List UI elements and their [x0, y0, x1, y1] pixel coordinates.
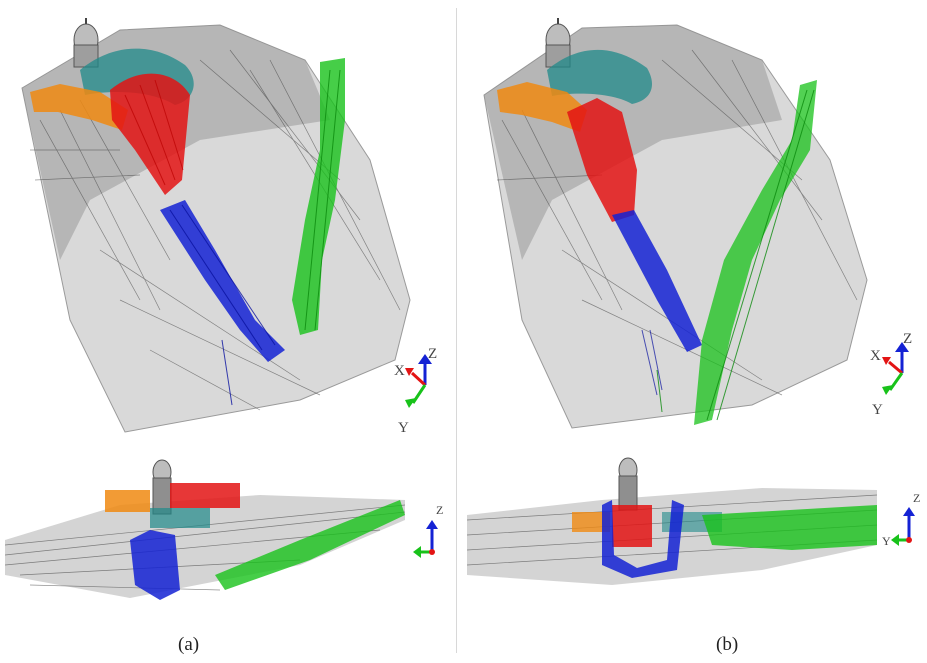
- axis-z-label: Z: [428, 346, 437, 362]
- green-trajectory: [292, 58, 345, 335]
- orange-trajectory: [30, 84, 128, 130]
- axis-z-label: Z: [903, 331, 912, 347]
- panel-b-side-view: [466, 457, 878, 585]
- dome: [73, 18, 99, 68]
- axis-y-label: Y: [882, 534, 891, 548]
- side-blue: [130, 530, 180, 600]
- mesh-hatching: [496, 49, 858, 396]
- side-blue: [602, 500, 684, 578]
- red-trajectory-lines: [124, 79, 184, 186]
- red-trajectory: [110, 73, 190, 195]
- axis-z-label: Z: [436, 503, 443, 517]
- side-dome: [618, 457, 638, 511]
- blue-trajectory-lines: [169, 204, 276, 406]
- axis-y-label: Y: [872, 402, 883, 418]
- side-teal: [150, 508, 210, 528]
- axis-x-label: X: [870, 348, 881, 364]
- blue-trajectory-lines: [641, 329, 663, 396]
- side-green: [215, 500, 405, 590]
- green-trajectory: [694, 80, 817, 425]
- axis-y-label: Y: [398, 420, 409, 436]
- panel-divider: [456, 8, 457, 653]
- side-orange: [572, 512, 610, 532]
- caption-a: (a): [178, 634, 200, 655]
- axis-triad-bottom: Z: [413, 503, 443, 558]
- axis-x-label: X: [394, 363, 405, 379]
- mesh-hatching: [30, 49, 401, 411]
- axis-triad-top: X Y Z: [870, 331, 912, 418]
- axis-z-label: Z: [913, 491, 920, 505]
- blue-trajectory: [160, 200, 285, 362]
- side-dome: [152, 459, 172, 515]
- panel-a: X Y Z: [4, 18, 443, 600]
- axis-triad-top: X Y Z: [394, 346, 437, 436]
- teal-trajectory: [547, 49, 652, 104]
- panel-b-top-view: [483, 18, 868, 429]
- axis-triad-bottom: Y Z: [882, 491, 920, 548]
- red-trajectory: [567, 98, 637, 222]
- caption-b: (b): [716, 634, 739, 655]
- side-green: [702, 505, 877, 550]
- blue-trajectory: [612, 210, 702, 352]
- panel-a-top-view: [21, 18, 411, 433]
- orange-trajectory: [497, 82, 587, 132]
- side-red: [170, 483, 240, 508]
- side-orange: [105, 490, 150, 512]
- side-red: [612, 505, 652, 547]
- green-trajectory-lines: [656, 89, 815, 421]
- panel-b: X Y Z Y Z: [466, 18, 920, 585]
- panel-a-side-view: [4, 459, 406, 600]
- green-trajectory-lines: [304, 69, 341, 331]
